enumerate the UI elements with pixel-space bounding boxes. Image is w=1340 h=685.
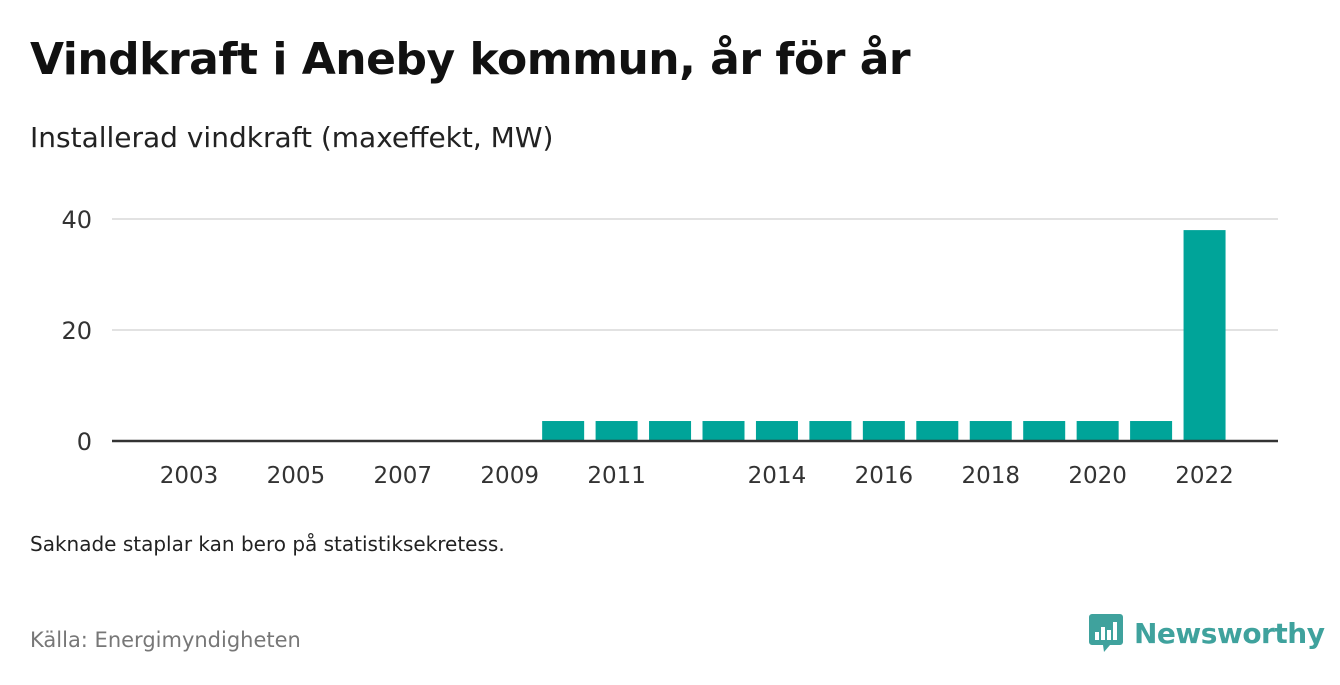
bar-2012 (649, 421, 692, 441)
bar-2014 (755, 421, 798, 441)
bar-2016 (862, 421, 905, 441)
y-tick-label: 20 (61, 317, 92, 345)
bar-2019 (1023, 421, 1066, 441)
x-tick-label: 2007 (374, 463, 433, 489)
bar-2013 (702, 421, 745, 441)
y-tick-label: 40 (61, 206, 92, 234)
brand-name: Newsworthy (1134, 616, 1325, 650)
chart-subtitle: Installerad vindkraft (maxeffekt, MW) (30, 121, 554, 154)
bar-2015 (809, 421, 852, 441)
x-tick-label: 2005 (267, 463, 326, 489)
bar-2022 (1183, 230, 1226, 441)
bar-2020 (1076, 421, 1119, 441)
x-tick-label: 2018 (961, 463, 1020, 489)
x-axis-ticks: 2003 2005 2007 2009 2011 2014 2016 2018 2020 2022 (160, 463, 1234, 489)
y-tick-label: 0 (77, 428, 92, 456)
footnote: Saknade staplar kan bero på statistiksek… (30, 532, 505, 556)
x-tick-label: 2016 (855, 463, 914, 489)
x-tick-label: 2022 (1175, 463, 1234, 489)
x-tick-label: 2009 (480, 463, 539, 489)
x-tick-label: 2003 (160, 463, 219, 489)
bar-2010 (542, 421, 585, 441)
bar-2017 (916, 421, 959, 441)
x-tick-label: 2014 (748, 463, 807, 489)
y-axis-ticks: 0 20 40 (61, 206, 92, 456)
chart-title: Vindkraft i Aneby kommun, år för år (30, 34, 911, 85)
source-credit: Källa: Energimyndigheten (30, 628, 301, 652)
newsworthy-logo-icon (1089, 614, 1123, 652)
brand-logo: Newsworthy (1088, 612, 1325, 654)
bar-2011 (595, 421, 638, 441)
bar-2021 (1130, 421, 1173, 441)
x-tick-label: 2011 (587, 463, 646, 489)
bars (542, 230, 1226, 441)
bar-2018 (969, 421, 1012, 441)
grid-lines (112, 218, 1278, 331)
x-tick-label: 2020 (1068, 463, 1127, 489)
